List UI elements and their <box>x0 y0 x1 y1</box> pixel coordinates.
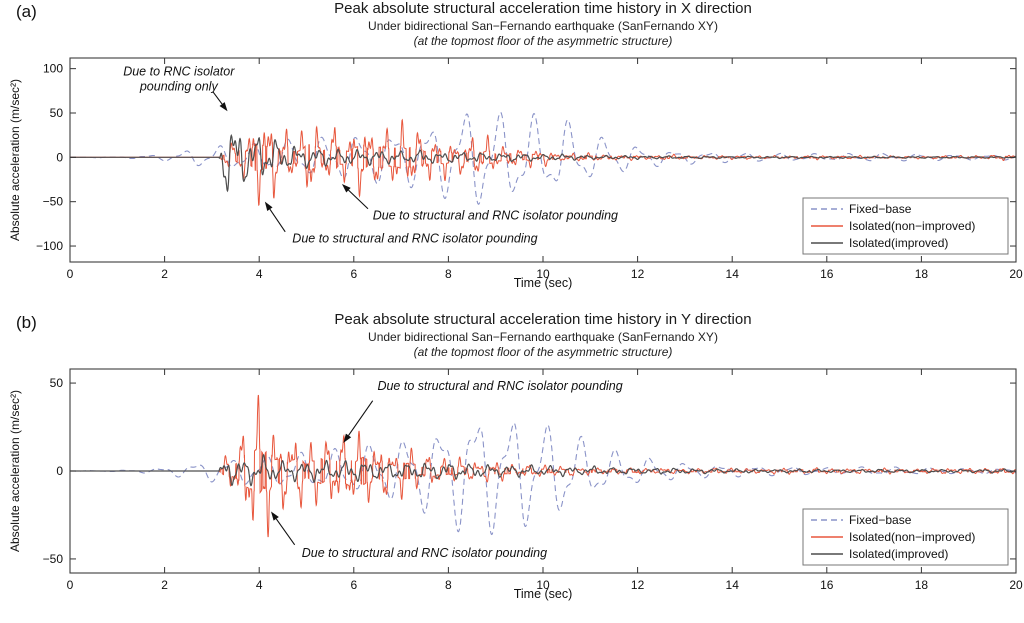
svg-text:100: 100 <box>43 62 63 76</box>
svg-text:−100: −100 <box>36 239 63 253</box>
chart-subtitle-2: (at the topmost floor of the asymmetric … <box>413 34 673 48</box>
legend-label: Isolated(improved) <box>849 236 948 250</box>
legend-label: Fixed−base <box>849 202 912 216</box>
legend-entry: Isolated(non−improved) <box>811 219 975 233</box>
svg-text:20: 20 <box>1009 578 1023 592</box>
series-line <box>70 394 1016 538</box>
chart-x-canvas: 0 2 4 6 8 10 12 14 16 18 20 −100 −50 0 50 100 Due to RNC… <box>36 57 1023 281</box>
series-line <box>70 453 1016 487</box>
annotation-arrow <box>348 189 369 210</box>
chart-y-direction: 0 2 4 6 8 10 12 14 16 18 20 −50 0 50 Due to structural… <box>0 311 1024 623</box>
svg-text:0: 0 <box>67 578 74 592</box>
svg-text:Due to structural and RNC isol: Due to structural and RNC isolator pound… <box>302 546 547 560</box>
legend-entry: Isolated(improved) <box>811 236 948 250</box>
svg-text:14: 14 <box>726 578 740 592</box>
series-line <box>70 134 1016 193</box>
chart-x-direction: 0 2 4 6 8 10 12 14 16 18 20 −100 −50 0 50 100 Due to RNC… <box>0 0 1024 311</box>
chart-title: Peak absolute structural acceleration ti… <box>334 311 752 328</box>
annotation-arrowhead <box>341 183 351 193</box>
chart-subtitle: Under bidirectional San−Fernando earthqu… <box>368 19 718 33</box>
svg-text:10: 10 <box>536 267 550 281</box>
svg-text:Due to structural and RNC isol: Due to structural and RNC isolator pound… <box>373 208 618 222</box>
legend-entry: Isolated(improved) <box>811 547 948 561</box>
legend-label: Isolated(improved) <box>849 547 948 561</box>
y-axis-label: Absolute acceleration (m/sec²) <box>8 78 22 242</box>
svg-text:12: 12 <box>631 267 645 281</box>
svg-text:50: 50 <box>50 106 64 120</box>
annotation-arrow <box>275 518 296 546</box>
annotation-arrow <box>348 400 374 436</box>
chart-title: Peak absolute structural acceleration ti… <box>334 0 752 17</box>
svg-text:Due to structural and RNC isol: Due to structural and RNC isolator pound… <box>292 231 537 245</box>
legend: Fixed−base Isolated(non−improved) Isolated… <box>802 508 1009 566</box>
svg-text:8: 8 <box>445 267 452 281</box>
series-group <box>70 111 1016 206</box>
svg-text:4: 4 <box>256 578 263 592</box>
legend-label: Isolated(non−improved) <box>849 219 975 233</box>
svg-text:12: 12 <box>631 578 645 592</box>
svg-text:−50: −50 <box>43 195 64 209</box>
svg-text:0: 0 <box>56 464 63 478</box>
annotation-arrowhead <box>343 433 352 443</box>
plot-frame <box>69 368 1017 574</box>
annotation-arrow <box>212 91 223 105</box>
y-axis-label: Absolute acceleration (m/sec²) <box>8 389 22 553</box>
legend: Fixed−base Isolated(non−improved) Isolated… <box>802 197 1009 255</box>
annotation: Due to structural and RNC isolator pound… <box>341 183 618 222</box>
svg-text:16: 16 <box>820 267 834 281</box>
svg-text:4: 4 <box>256 267 263 281</box>
annotation-arrow <box>269 208 286 233</box>
svg-text:Due to RNC isolator: Due to RNC isolator <box>123 65 235 79</box>
legend-entry: Fixed−base <box>811 202 912 216</box>
x-axis-label: Time (sec) <box>513 587 573 601</box>
svg-text:8: 8 <box>445 578 452 592</box>
svg-text:−50: −50 <box>43 552 64 566</box>
svg-text:14: 14 <box>726 267 740 281</box>
annotation: Due to structural and RNC isolator pound… <box>343 379 623 443</box>
svg-text:0: 0 <box>56 150 63 164</box>
svg-text:6: 6 <box>350 578 357 592</box>
panel-label-a: (a) <box>16 2 37 21</box>
legend-label: Isolated(non−improved) <box>849 530 975 544</box>
series-group <box>70 394 1016 538</box>
svg-text:2: 2 <box>161 578 168 592</box>
svg-text:18: 18 <box>915 267 929 281</box>
annotation: Due to structural and RNC isolator pound… <box>271 511 547 560</box>
svg-text:Due to structural and RNC isol: Due to structural and RNC isolator pound… <box>377 379 622 393</box>
svg-text:50: 50 <box>50 376 64 390</box>
svg-text:2: 2 <box>161 267 168 281</box>
axis-ticks <box>69 58 1017 262</box>
series-line <box>70 111 1016 205</box>
x-axis-label: Time (sec) <box>513 276 573 290</box>
chart-subtitle: Under bidirectional San−Fernando earthqu… <box>368 330 718 344</box>
chart-subtitle-2: (at the topmost floor of the asymmetric … <box>413 345 673 359</box>
legend-entry: Fixed−base <box>811 513 912 527</box>
annotation-arrowhead <box>264 201 273 211</box>
svg-text:16: 16 <box>820 578 834 592</box>
svg-text:6: 6 <box>350 267 357 281</box>
svg-text:10: 10 <box>536 578 550 592</box>
annotation: Due to structural and RNC isolator pound… <box>264 201 538 245</box>
annotation-arrowhead <box>271 511 279 521</box>
annotation-arrowhead <box>219 102 228 112</box>
plot-frame <box>69 57 1017 263</box>
panel-label-b: (b) <box>16 313 37 332</box>
legend-label: Fixed−base <box>849 513 912 527</box>
svg-text:20: 20 <box>1009 267 1023 281</box>
tick-labels: 0 2 4 6 8 10 12 14 16 18 20 −100 −50 0 50 100 <box>36 62 1023 281</box>
svg-text:18: 18 <box>915 578 929 592</box>
legend-entry: Isolated(non−improved) <box>811 530 975 544</box>
svg-text:pounding only: pounding only <box>139 80 219 94</box>
svg-text:0: 0 <box>67 267 74 281</box>
